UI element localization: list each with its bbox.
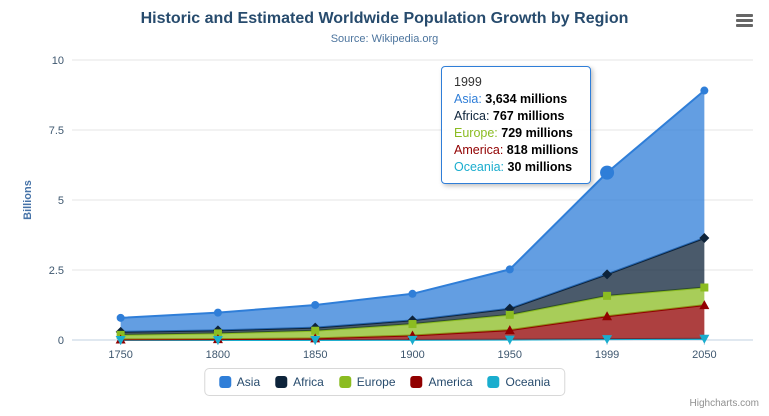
tooltip-series-value: 30 millions	[507, 160, 573, 174]
legend-swatch-africa	[275, 376, 288, 388]
hamburger-menu-icon[interactable]	[736, 14, 753, 27]
tooltip-series-name: America:	[454, 143, 507, 157]
credits-link[interactable]: Highcharts.com	[689, 398, 759, 409]
hamburger-bar	[736, 14, 753, 17]
legend-label: America	[428, 375, 473, 389]
marker-europe-1999[interactable]	[603, 291, 612, 300]
x-axis-label: 1900	[400, 349, 424, 361]
tooltip-series-value: 3,634 millions	[485, 92, 568, 106]
legend-label: Africa	[293, 375, 324, 389]
legend-swatch-oceania	[487, 376, 500, 388]
legend-label: Asia	[236, 375, 261, 389]
marker-asia-1900[interactable]	[408, 289, 417, 298]
marker-europe-1900[interactable]	[408, 320, 417, 329]
x-axis-label: 1999	[595, 349, 619, 361]
marker-oceania-1850[interactable]	[310, 335, 321, 345]
legend-item-oceania[interactable]: Oceania	[487, 375, 551, 389]
x-axis-label: 1800	[206, 349, 230, 361]
tooltip-header: 1999	[454, 75, 482, 89]
legend-label: Europe	[356, 375, 396, 389]
tooltip-row: Asia: 3,634 millions	[454, 91, 578, 108]
legend-swatch-asia	[218, 376, 231, 388]
tooltip-row: America: 818 millions	[454, 142, 578, 159]
tooltip-row: Africa: 767 millions	[454, 108, 578, 125]
area-america	[120, 305, 705, 340]
legend-swatch-europe	[338, 376, 351, 388]
y-axis-label: 7.5	[49, 125, 64, 137]
marker-oceania-2050[interactable]	[699, 334, 710, 344]
tooltip-row: Europe: 729 millions	[454, 125, 578, 142]
legend-item-america[interactable]: America	[410, 375, 473, 389]
tooltip-series-name: Asia:	[454, 92, 486, 106]
tooltip-series-name: Oceania:	[454, 160, 508, 174]
marker-europe-1850[interactable]	[311, 326, 320, 335]
x-axis-label: 1950	[498, 349, 522, 361]
marker-asia-1999[interactable]	[600, 165, 615, 180]
tooltip-series-value: 729 millions	[501, 126, 573, 140]
marker-africa-2050[interactable]	[699, 233, 710, 244]
x-axis-label: 2050	[692, 349, 716, 361]
marker-america-1999[interactable]	[602, 311, 613, 321]
marker-europe-2050[interactable]	[700, 283, 709, 292]
marker-asia-1950[interactable]	[505, 265, 514, 274]
tooltip-series-name: Africa:	[454, 109, 493, 123]
chart-title: Historic and Estimated Worldwide Populat…	[140, 10, 629, 27]
marker-asia-1850[interactable]	[311, 300, 320, 309]
legend: Asia Africa Europe America Oceania	[203, 368, 566, 396]
legend-item-europe[interactable]: Europe	[338, 375, 396, 389]
marker-asia-2050[interactable]	[700, 86, 709, 95]
legend-label: Oceania	[505, 375, 551, 389]
hamburger-bar	[736, 19, 753, 22]
marker-oceania-1950[interactable]	[504, 335, 515, 345]
chart-subtitle: Source: Wikipedia.org	[330, 33, 439, 45]
y-axis-label: 10	[52, 55, 64, 67]
x-axis-label: 1850	[303, 349, 327, 361]
tooltip-series-value: 818 millions	[506, 143, 579, 157]
marker-europe-1950[interactable]	[505, 310, 514, 319]
hamburger-bar	[736, 24, 753, 27]
tooltip-row: Oceania: 30 millions	[454, 159, 578, 176]
tooltip-series-value: 767 millions	[492, 109, 565, 123]
marker-oceania-1750[interactable]	[115, 335, 126, 345]
x-axis-label: 1750	[108, 349, 132, 361]
legend-swatch-america	[410, 376, 423, 388]
y-axis-label: 5	[58, 195, 64, 207]
area-africa	[120, 238, 705, 335]
tooltip-series-name: Europe:	[454, 126, 502, 140]
y-axis-label: 2.5	[49, 265, 64, 277]
marker-asia-1750[interactable]	[116, 313, 125, 322]
legend-item-africa[interactable]: Africa	[275, 375, 324, 389]
marker-america-2050[interactable]	[699, 300, 710, 310]
area-asia	[120, 90, 705, 332]
marker-asia-1800[interactable]	[213, 308, 222, 317]
marker-oceania-1800[interactable]	[212, 335, 223, 345]
marker-africa-1999[interactable]	[602, 269, 613, 280]
y-axis-label: 0	[58, 335, 64, 347]
tooltip: 1999 Asia: 3,634 millions Africa: 767 mil…	[441, 66, 592, 184]
marker-america-1950[interactable]	[504, 325, 515, 335]
tooltip-rows: Asia: 3,634 millions Africa: 767 millions…	[454, 91, 578, 176]
marker-europe-1800[interactable]	[213, 329, 222, 338]
legend-item-asia[interactable]: Asia	[218, 375, 261, 389]
marker-oceania-1900[interactable]	[407, 335, 418, 345]
marker-oceania-1999[interactable]	[602, 335, 613, 345]
